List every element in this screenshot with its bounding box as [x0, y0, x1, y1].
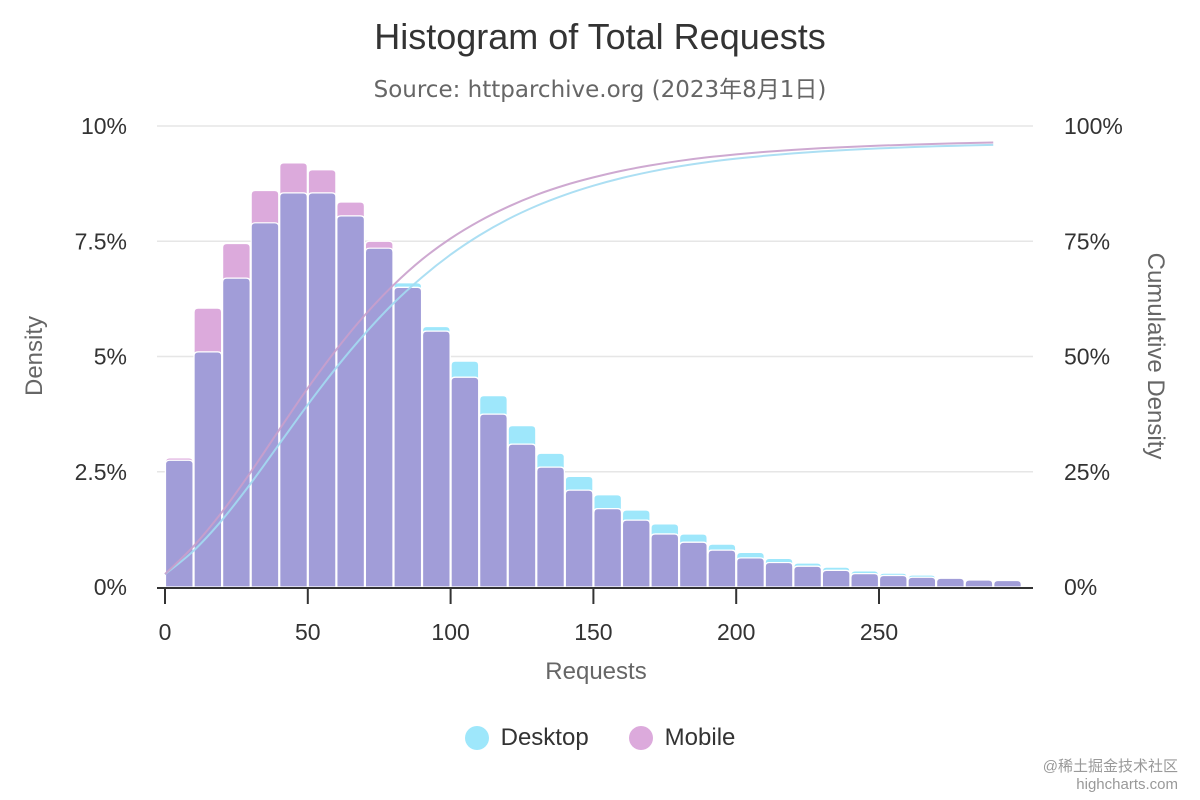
overlap-bar — [364, 247, 394, 588]
overlap-bar — [307, 192, 337, 588]
overlap-bar — [964, 579, 994, 588]
bar-group — [850, 570, 880, 588]
bar-group — [364, 240, 394, 588]
overlap-bar — [536, 466, 565, 588]
bar-group — [878, 572, 908, 588]
mobile-cumulative-line — [164, 141, 994, 575]
bar-group — [421, 325, 451, 588]
bar-group — [650, 523, 680, 588]
desktop-legend-marker — [464, 726, 489, 750]
overlap-bar — [164, 459, 194, 588]
legend: Desktop Mobile — [0, 724, 1200, 752]
overlap-bar — [678, 541, 708, 588]
bar-group — [621, 509, 651, 588]
overlap-bar — [222, 277, 251, 588]
bar-group — [164, 457, 194, 588]
bar-group — [536, 452, 565, 588]
overlap-bar — [193, 351, 223, 588]
y2-tick-label: 100% — [1064, 113, 1123, 139]
bar-group — [450, 360, 480, 588]
bar-group — [907, 574, 937, 588]
bar-group — [479, 395, 508, 588]
credits: @稀土掘金技术社区 highcharts.com — [1043, 758, 1178, 794]
overlap-bar — [764, 561, 794, 588]
y2-tick-label: 0% — [1064, 574, 1097, 600]
x-tick-label: 0 — [159, 619, 172, 645]
y2-tick-label: 25% — [1064, 459, 1110, 485]
legend-item-desktop[interactable]: Desktop — [464, 724, 589, 752]
overlap-bar — [479, 413, 508, 588]
overlap-bar — [650, 533, 680, 588]
chart-subtitle: Source: httparchive.org (2023年8月1日) — [373, 77, 827, 103]
bar-group — [993, 579, 1022, 588]
chart-title: Histogram of Total Requests — [374, 16, 826, 57]
x-tick-label: 200 — [717, 619, 755, 645]
y-tick-label: 0% — [94, 574, 127, 600]
y2-tick-label: 50% — [1064, 344, 1110, 370]
y-axis-title: Density — [21, 316, 48, 396]
x-tick-label: 50 — [295, 619, 321, 645]
bar-group — [393, 282, 423, 588]
overlap-bar — [279, 192, 308, 588]
overlap-bar — [564, 489, 594, 588]
bar-group — [307, 169, 337, 588]
x-tick-label: 250 — [860, 619, 898, 645]
y2-tick-label: 75% — [1064, 228, 1110, 254]
bar-group — [936, 577, 965, 588]
y-tick-label: 7.5% — [75, 228, 127, 254]
overlap-bar — [707, 549, 737, 588]
overlap-bar — [850, 573, 880, 588]
y2-axis-title: Cumulative Density — [1142, 253, 1169, 460]
y-tick-label: 5% — [94, 344, 127, 370]
overlap-bar — [393, 286, 423, 588]
overlap-bar — [993, 579, 1022, 588]
bar-group — [279, 162, 308, 588]
overlap-bar — [336, 215, 366, 588]
y-tick-label: 10% — [81, 113, 127, 139]
bar-group — [764, 557, 794, 588]
bar-group — [964, 579, 994, 588]
overlap-bar — [936, 577, 965, 588]
bar-group — [193, 307, 223, 588]
credits-link[interactable]: highcharts.com — [1076, 776, 1178, 793]
legend-label-desktop: Desktop — [500, 724, 589, 751]
bar-group — [707, 543, 737, 588]
overlap-bar — [593, 508, 623, 588]
y-tick-label: 2.5% — [75, 459, 127, 485]
watermark: @稀土掘金技术社区 — [1042, 758, 1178, 775]
overlap-bar — [821, 569, 851, 588]
x-tick-label: 150 — [574, 619, 612, 645]
bar-group — [250, 189, 280, 588]
x-axis-title: Requests — [545, 658, 646, 685]
bar-group — [336, 201, 366, 588]
legend-label-mobile: Mobile — [664, 724, 736, 751]
overlap-bar — [907, 576, 937, 588]
overlap-bar — [421, 330, 451, 588]
x-tick-label: 100 — [431, 619, 469, 645]
overlap-bar — [793, 565, 822, 588]
overlap-bar — [878, 574, 908, 588]
overlap-bar — [736, 557, 765, 588]
bar-group — [507, 425, 537, 588]
desktop-cumulative-line — [164, 143, 994, 576]
bar-group — [736, 551, 765, 588]
bar-group — [793, 562, 822, 588]
legend-item-mobile[interactable]: Mobile — [628, 724, 736, 752]
mobile-legend-marker — [628, 726, 653, 750]
bar-group — [564, 475, 594, 588]
overlap-bar — [507, 443, 537, 588]
bar-group — [678, 533, 708, 588]
bar-group — [222, 242, 251, 588]
overlap-bar — [250, 222, 280, 588]
bar-group — [593, 494, 623, 588]
overlap-bar — [450, 376, 480, 588]
bar-group — [821, 566, 851, 588]
overlap-bar — [621, 519, 651, 588]
